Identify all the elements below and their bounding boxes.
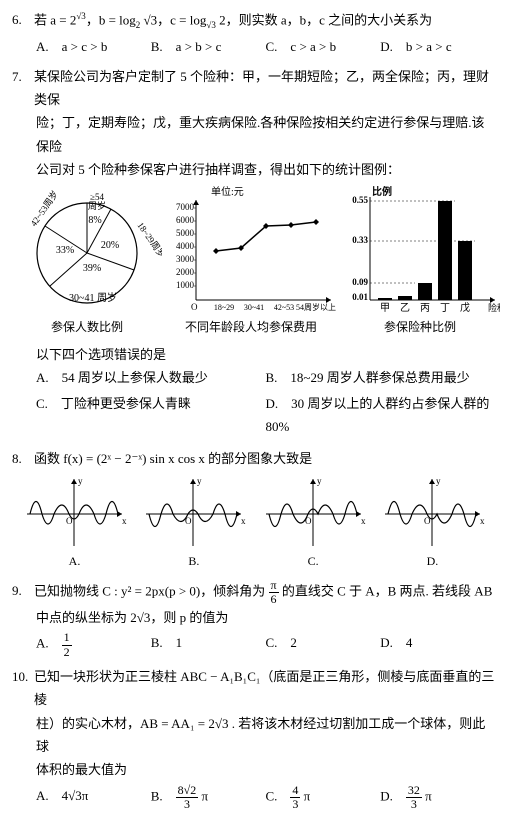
q6-optC: C. c > a > b (266, 35, 381, 58)
q8-graph-B: xyO B. (141, 474, 246, 573)
svg-text:丁: 丁 (440, 303, 450, 314)
svg-text:x: x (122, 516, 127, 526)
q10-optD: D. 323 π (380, 784, 495, 811)
q6-optA: A. a > c > b (36, 35, 151, 58)
svg-text:周岁: 周岁 (88, 200, 106, 211)
svg-text:6000: 6000 (176, 215, 195, 225)
q8-graph-C: xyO C. (261, 474, 366, 573)
svg-text:x: x (241, 516, 246, 526)
q10-optC: C. 43 π (266, 784, 381, 811)
svg-text:20%: 20% (101, 240, 119, 251)
question-9: 9. 已知抛物线 C : y² = 2px(p > 0)，倾斜角为 π6 的直线… (12, 579, 495, 659)
q6-options: A. a > c > b B. a > b > c C. c > a > b D… (12, 35, 495, 58)
svg-text:18~29周岁: 18~29周岁 (135, 220, 162, 260)
q6-number: 6. (12, 8, 34, 31)
svg-text:0.01: 0.01 (352, 292, 368, 302)
svg-text:y: y (317, 476, 322, 486)
svg-text:54周岁以上: 54周岁以上 (296, 302, 336, 312)
svg-text:戊: 戊 (460, 302, 470, 314)
q8-graphs: xyO A. xyO B. xyO C. xyO D. (12, 474, 495, 573)
q7-optA: A. 54 周岁以上参保人数最少 (36, 366, 266, 389)
svg-text:1000: 1000 (176, 280, 195, 290)
svg-text:8%: 8% (88, 215, 101, 226)
svg-text:甲: 甲 (380, 303, 390, 314)
q7-optC: C. 丁险种更受参保人青睐 (36, 392, 266, 439)
q9-options: A. 12 B. 1 C. 2 D. 4 (12, 631, 495, 658)
q8-graph-D: xyO D. (380, 474, 485, 573)
svg-text:39%: 39% (83, 263, 101, 274)
svg-text:y: y (197, 476, 202, 486)
bar-chart: 比例 0.01 0.09 0.33 0.55 (340, 185, 500, 339)
q9-optA: A. 12 (36, 631, 151, 658)
q7-optD: D. 30 周岁以上的人群约占参保人群的80% (266, 392, 496, 439)
q9-number: 9. (12, 579, 34, 602)
svg-text:y: y (78, 476, 83, 486)
q9-optB: B. 1 (151, 631, 266, 658)
question-10: 10.已知一块形状为正三棱柱 ABC − A₁B₁C₁（底面是正三角形，侧棱与底… (12, 665, 495, 811)
q7-options: A. 54 周岁以上参保人数最少 B. 18~29 周岁人群参保总费用最少 C.… (12, 366, 495, 440)
svg-text:单位:元: 单位:元 (211, 185, 244, 198)
svg-text:30~41 周岁: 30~41 周岁 (69, 291, 117, 304)
svg-text:30~41: 30~41 (244, 303, 264, 312)
q8-graph-A: xyO A. (22, 474, 127, 573)
q8-number: 8. (12, 447, 34, 470)
question-8: 8.函数 f(x) = (2ˣ − 2⁻ˣ) sin x cos x 的部分图象… (12, 447, 495, 573)
q7-charts: ≥54 周岁 8% 18~29周岁 20% 30~41 周岁 39% 42~53… (12, 181, 495, 343)
svg-text:0.55: 0.55 (352, 195, 368, 205)
line-chart: 单位:元 1000 2000 3000 4000 5000 6000 7000 O 1… (166, 185, 336, 339)
svg-text:y: y (436, 476, 441, 486)
svg-text:0.33: 0.33 (352, 235, 368, 245)
q6-optD: D. b > a > c (380, 35, 495, 58)
q9-optC: C. 2 (266, 631, 381, 658)
svg-text:乙: 乙 (400, 302, 410, 314)
svg-text:0.09: 0.09 (352, 277, 368, 287)
svg-text:O: O (191, 302, 198, 312)
q10-number: 10. (12, 665, 34, 688)
svg-text:4000: 4000 (176, 241, 195, 251)
svg-text:险种: 险种 (488, 302, 500, 313)
q10-options: A. 4√3π B. 8√23 π C. 43 π D. 323 π (12, 784, 495, 811)
svg-text:33%: 33% (56, 245, 74, 256)
svg-text:丙: 丙 (420, 303, 430, 314)
pie-caption: 参保人数比例 (51, 317, 123, 339)
line-caption: 不同年龄段人均参保费用 (185, 317, 317, 339)
svg-text:2000: 2000 (176, 267, 195, 277)
bar-caption: 参保险种比例 (384, 317, 456, 339)
question-7: 7.某保险公司为客户定制了 5 个险种：甲，一年期短险；乙，两全保险；丙，理财类… (12, 65, 495, 441)
q10-optB: B. 8√23 π (151, 784, 266, 811)
svg-text:3000: 3000 (176, 254, 195, 264)
svg-text:18~29: 18~29 (214, 303, 234, 312)
q7-stem: 以下四个选项错误的是 (12, 343, 495, 366)
pie-chart: ≥54 周岁 8% 18~29周岁 20% 30~41 周岁 39% 42~53… (12, 185, 162, 339)
q6-optB: B. a > b > c (151, 35, 266, 58)
svg-text:x: x (480, 516, 485, 526)
svg-text:42~53: 42~53 (274, 303, 294, 312)
q7-optB: B. 18~29 周岁人群参保总费用最少 (266, 366, 496, 389)
question-6: 6. 若 a = 2√3，b = log2 √3，c = log√3 2，则实数… (12, 8, 495, 59)
svg-text:比例: 比例 (372, 185, 392, 198)
svg-text:x: x (361, 516, 366, 526)
q10-optA: A. 4√3π (36, 784, 151, 811)
q6-text: 若 a = 2√3，b = log2 √3，c = log√3 2，则实数 a，… (34, 8, 495, 33)
svg-text:7000: 7000 (176, 202, 195, 212)
svg-text:5000: 5000 (176, 228, 195, 238)
q7-number: 7. (12, 65, 34, 88)
q9-optD: D. 4 (380, 631, 495, 658)
